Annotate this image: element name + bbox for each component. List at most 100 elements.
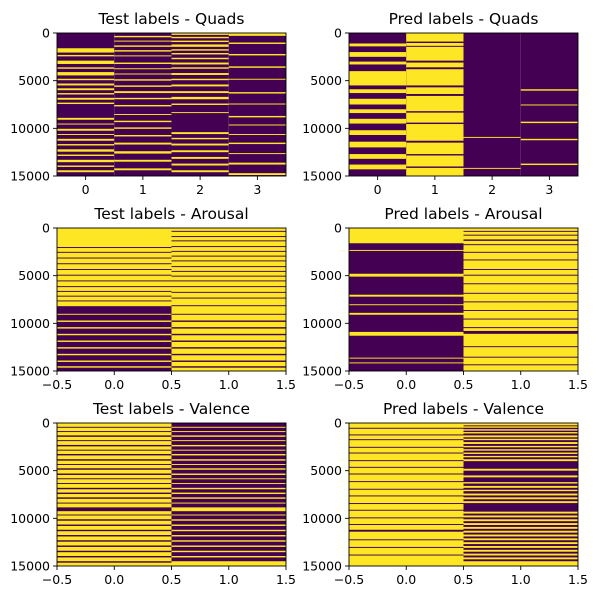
heatmap-cell <box>349 540 464 547</box>
heatmap-cell <box>349 461 464 467</box>
heatmap-cell <box>349 453 464 461</box>
y-tick-label: 0 <box>334 221 342 236</box>
heatmap-cell <box>57 291 172 296</box>
heatmap-cell <box>114 45 172 47</box>
heatmap-cell <box>171 231 286 237</box>
heatmap-cell <box>463 252 578 260</box>
heatmap-column-0 <box>57 33 115 176</box>
heatmap-cell <box>171 91 229 94</box>
heatmap-cell <box>114 135 172 137</box>
heatmap-cell <box>349 141 407 148</box>
heatmap-cell <box>57 165 115 167</box>
x-tick-label: 1.0 <box>219 377 239 392</box>
heatmap-cell <box>171 292 286 298</box>
heatmap-cell <box>349 52 407 57</box>
heatmap-cell <box>57 54 115 57</box>
heatmap-cell <box>171 49 229 51</box>
heatmap-cell <box>349 312 464 315</box>
heatmap-cell <box>171 535 286 537</box>
heatmap-cell <box>171 483 286 485</box>
y-tick-label: 15000 <box>10 364 50 379</box>
heatmap-cell <box>463 435 578 438</box>
heatmap-cell <box>171 426 286 428</box>
heatmap-cell <box>57 88 115 91</box>
heatmap-cell <box>171 449 286 451</box>
y-tick-label: 10000 <box>302 511 342 526</box>
heatmap-cell <box>57 138 115 141</box>
axes-frame <box>56 32 287 177</box>
heatmap-cell <box>57 525 172 530</box>
heatmap-cell <box>114 73 172 75</box>
heatmap-cell <box>171 228 286 231</box>
x-tick-label: 2 <box>488 182 496 197</box>
heatmap-cell <box>171 251 286 256</box>
heatmap-cell <box>463 365 578 371</box>
heatmap-cell <box>171 555 286 558</box>
heatmap-cell <box>57 102 115 105</box>
heatmap-cell <box>349 118 407 124</box>
heatmap-cell <box>114 79 172 81</box>
heatmap-cell <box>57 436 172 441</box>
heatmap-cell <box>57 484 172 488</box>
heatmap-cell <box>171 348 286 354</box>
heatmap-cell <box>114 35 172 38</box>
heatmap-cell <box>463 333 578 347</box>
heatmap-cell <box>463 523 578 526</box>
panel-test-labels-arousal: Test labels - Arousal −0.5 0.0 0.5 1.0 1.5 0 50… <box>10 205 296 392</box>
heatmap-cell <box>463 429 578 431</box>
heatmap-cell <box>171 529 286 532</box>
heatmap-cell <box>171 33 229 35</box>
heatmap-cell <box>114 120 172 123</box>
heatmap-cell <box>57 498 172 503</box>
heatmap-cell <box>463 293 578 302</box>
heatmap-cell <box>520 138 578 141</box>
heatmap-cell <box>114 68 172 70</box>
heatmap-cell <box>463 561 578 566</box>
heatmap-cell <box>171 103 229 105</box>
heatmap-cell <box>114 40 172 42</box>
heatmap-cell <box>57 123 115 125</box>
heatmap-cell <box>463 438 578 441</box>
heatmap-cell <box>463 557 578 560</box>
panel-pred-labels-valence: Pred labels - Valence −0.5 0.0 0.5 1.0 1.5 0 50… <box>302 400 588 587</box>
x-tick-label: 1.0 <box>511 572 531 587</box>
heatmap-cell <box>463 489 578 492</box>
heatmap-cell <box>171 314 286 321</box>
heatmap-cell <box>463 426 578 428</box>
heatmap-cell <box>463 357 578 365</box>
heatmap-cell <box>463 475 578 478</box>
x-tick-label: 0.5 <box>162 572 182 587</box>
heatmap-cell <box>57 72 115 76</box>
heatmap-cell <box>114 159 172 162</box>
heatmap-cell <box>57 479 172 484</box>
heatmap-cell <box>228 66 286 68</box>
x-tick-label: 3 <box>545 182 553 197</box>
x-tick-label: 1 <box>139 182 147 197</box>
heatmap-cell <box>228 78 286 80</box>
heatmap-cell <box>114 142 172 145</box>
heatmap-cell <box>349 61 407 65</box>
heatmap-cell <box>171 96 229 100</box>
heatmap-cell <box>171 78 229 81</box>
heatmap-cell <box>463 534 578 537</box>
heatmap-cell <box>171 435 286 437</box>
heatmap-cell <box>463 269 578 275</box>
x-tick-label: −0.5 <box>42 572 72 587</box>
heatmap-cell <box>57 489 172 493</box>
y-tick-label: 0 <box>42 26 50 41</box>
heatmap-cell <box>463 497 578 500</box>
heatmap-cell <box>57 144 115 146</box>
heatmap-cell <box>349 525 464 530</box>
heatmap-cell <box>463 542 578 545</box>
heatmap-cell <box>171 53 229 55</box>
heatmap-cell <box>349 294 464 297</box>
heatmap-cell <box>171 84 229 87</box>
heatmap-cell <box>463 553 578 556</box>
heatmap-cell <box>171 341 286 348</box>
x-tick-label: 0 <box>82 182 90 197</box>
heatmap-cell <box>57 441 172 445</box>
heatmap-cell <box>406 142 464 155</box>
x-tick-label: −0.5 <box>42 377 72 392</box>
heatmap-cell <box>463 167 521 169</box>
